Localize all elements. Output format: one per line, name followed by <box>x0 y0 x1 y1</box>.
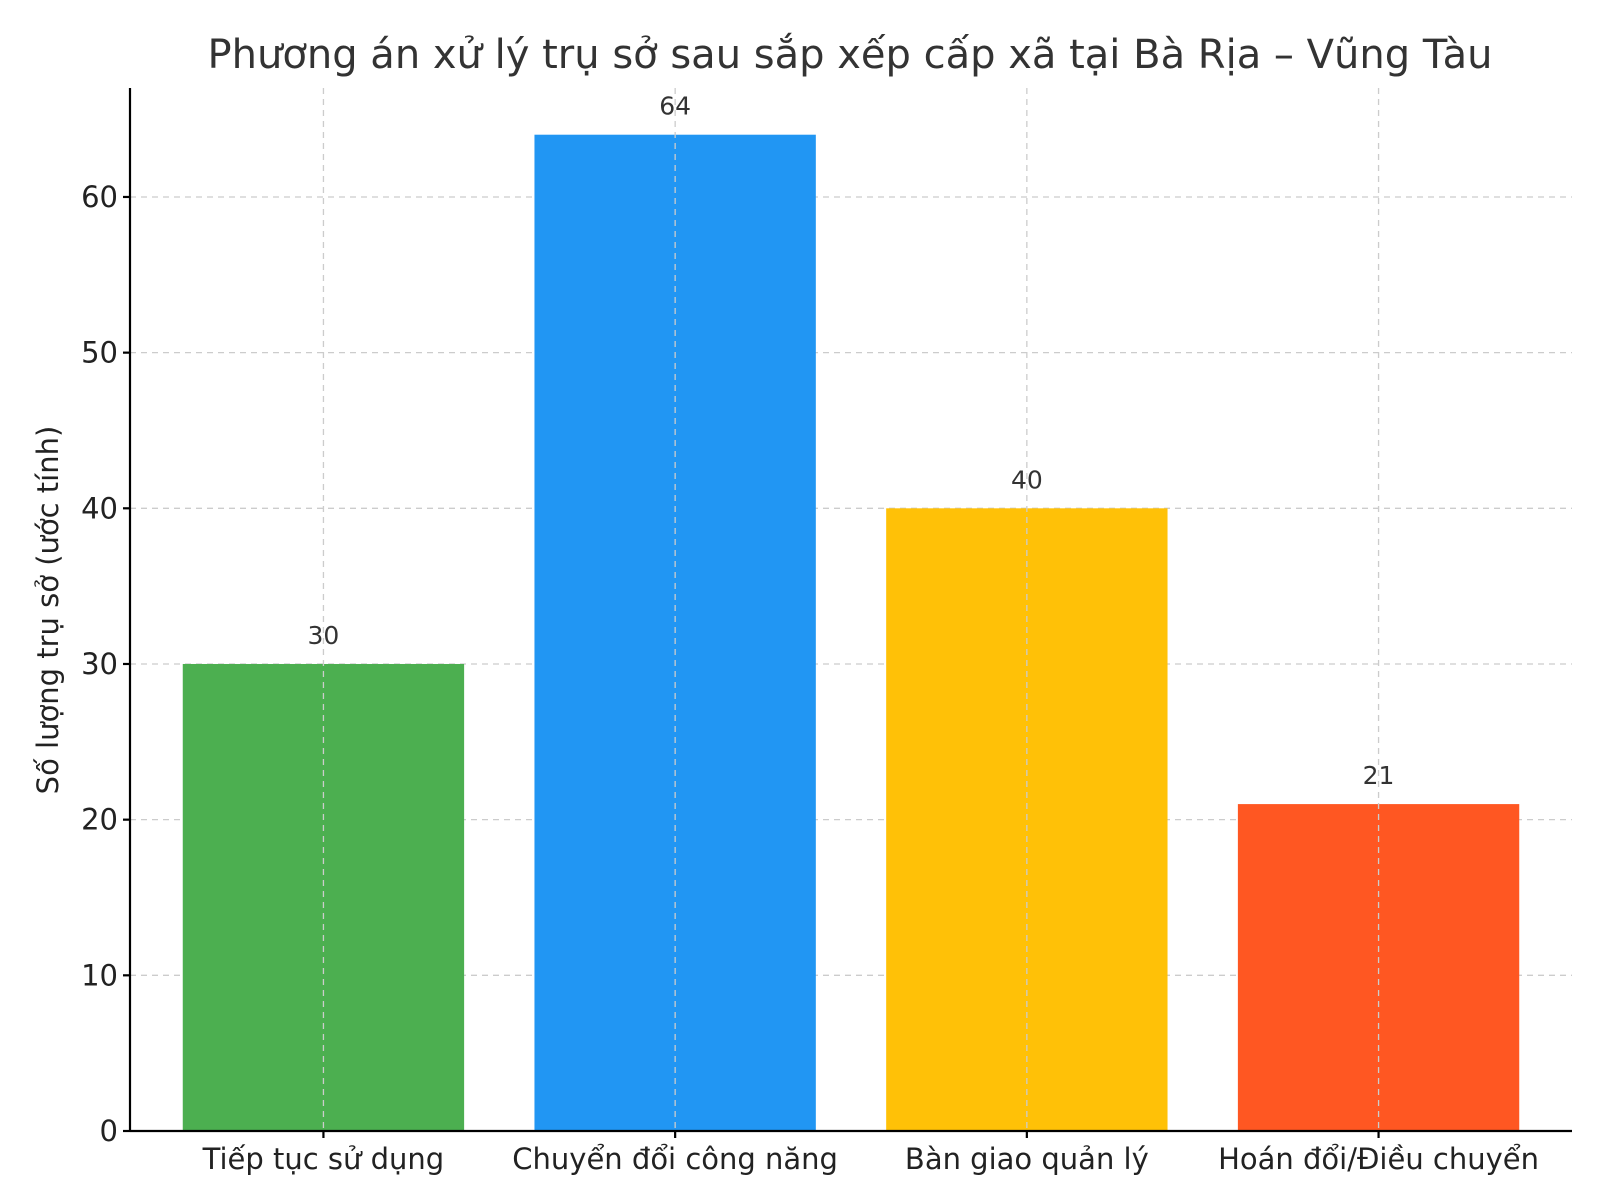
y-tick-label: 50 <box>81 336 118 370</box>
y-tick-label: 0 <box>100 1114 118 1148</box>
y-tick-label: 60 <box>81 180 118 214</box>
y-axis-label: Số lượng trụ sở (ước tính) <box>31 426 65 795</box>
y-tick-label: 30 <box>81 647 118 681</box>
bar-value-label: 30 <box>308 621 340 650</box>
bar-value-label: 40 <box>1011 465 1043 494</box>
chart-title: Phương án xử lý trụ sở sau sắp xếp cấp x… <box>208 32 1493 78</box>
labels-layer: 0 10 20 30 40 50 60 Tiếp tục sử dụng 30 Chuyển đổ… <box>81 92 1539 1176</box>
x-tick-label: Chuyển đổi công năng <box>512 1142 838 1176</box>
y-tick-label: 40 <box>81 491 118 525</box>
y-tick-label: 10 <box>81 958 118 992</box>
x-tick-label: Tiếp tục sử dụng <box>202 1142 445 1176</box>
bar-value-label: 64 <box>659 92 691 121</box>
bars-layer <box>182 134 1520 1132</box>
bar-value-label: 21 <box>1363 761 1395 790</box>
axes-layer <box>123 88 1572 1138</box>
x-tick-label: Bàn giao quản lý <box>905 1142 1149 1176</box>
y-tick-label: 20 <box>81 803 118 837</box>
x-tick-label: Hoán đổi/Điều chuyển <box>1218 1142 1539 1176</box>
